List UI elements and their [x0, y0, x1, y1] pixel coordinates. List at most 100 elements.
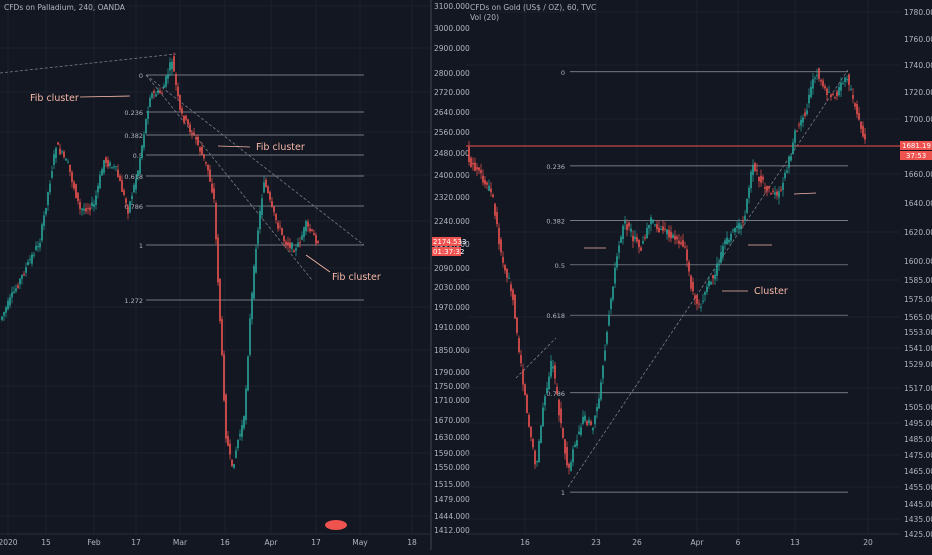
candle-body	[486, 182, 488, 185]
candle-body	[197, 136, 199, 145]
candle-body	[712, 275, 714, 279]
candle-body	[584, 415, 586, 421]
fib-label: 0.382	[124, 132, 143, 140]
candle-body	[135, 178, 137, 190]
candle-body	[490, 188, 492, 193]
candle-body	[770, 193, 772, 195]
candle-body	[494, 203, 496, 216]
candle-body	[157, 90, 159, 94]
candle-body	[604, 350, 606, 361]
candle-body	[692, 281, 694, 292]
candle-body	[299, 241, 301, 243]
y-tick-label: 1910.000	[434, 323, 470, 332]
y-tick-label: 1590.000	[434, 449, 470, 458]
fib-label: 0.786	[546, 390, 565, 398]
candle-body	[311, 229, 313, 231]
candle-body	[129, 201, 131, 213]
candle-body	[518, 338, 520, 352]
gold-panel[interactable]: 1780.001760.001740.001720.001700.001680.…	[466, 0, 932, 547]
candle-body	[155, 94, 157, 97]
candle-body	[542, 407, 544, 427]
candle-body	[127, 206, 129, 214]
candle-body	[241, 425, 243, 437]
candle-body	[141, 145, 143, 158]
y-tick-label: 1479.000	[434, 495, 470, 504]
candle-body	[101, 169, 103, 176]
candle-body	[73, 181, 75, 189]
candle-body	[726, 237, 728, 245]
candle-body	[608, 314, 610, 326]
candle-body	[267, 186, 269, 194]
candle-body	[183, 115, 185, 123]
candle-body	[618, 245, 620, 253]
x-tick-label: 20	[863, 538, 873, 547]
candle-body	[746, 198, 748, 213]
candle-body	[125, 198, 127, 204]
x-tick-label: Mar	[173, 538, 188, 547]
candle-body	[189, 124, 191, 133]
candle-body	[744, 215, 746, 221]
candle-body	[704, 292, 706, 295]
fib-label: 0.5	[133, 152, 143, 160]
fib-label: 0.236	[546, 163, 565, 171]
candle-body	[229, 443, 231, 455]
y-tick-label: 2560.000	[434, 128, 470, 137]
candle-body	[253, 266, 255, 299]
candle-body	[672, 234, 674, 239]
trend-line	[567, 69, 849, 488]
candle-body	[231, 459, 233, 467]
candle-body	[472, 162, 474, 165]
candle-body	[706, 286, 708, 293]
candle-body	[247, 356, 249, 391]
candle-body	[51, 171, 53, 178]
y-tick-label: 1455.00	[904, 483, 932, 492]
candle-body	[814, 77, 816, 79]
candle-body	[588, 420, 590, 424]
candle-body	[476, 167, 478, 170]
candle-body	[700, 306, 702, 308]
candle-body	[107, 160, 109, 167]
fib-label: 1	[139, 242, 143, 250]
y-tick-label: 1750.000	[434, 382, 470, 391]
candle-body	[684, 246, 686, 248]
candle-body	[193, 132, 195, 135]
candle-body	[624, 220, 626, 224]
candle-body	[800, 119, 802, 126]
candle-body	[768, 186, 770, 189]
trend-line	[515, 337, 557, 379]
candle-body	[620, 236, 622, 243]
palladium-panel[interactable]: 3100.000 3000.000 2900.000 2800.000 2720.000…	[0, 0, 470, 547]
candle-body	[173, 56, 175, 72]
countdown-tag: 37:53	[906, 152, 926, 160]
candle-body	[297, 242, 299, 247]
candle-body	[149, 97, 151, 108]
price-tag-bg	[900, 141, 932, 150]
candle-body	[77, 192, 79, 201]
candle-body	[820, 79, 822, 82]
candle-body	[115, 166, 117, 168]
candle-body	[568, 463, 570, 468]
x-tick-label: 13	[790, 538, 800, 547]
candle-body	[502, 256, 504, 263]
candle-body	[488, 185, 490, 191]
x-tick-label: 16	[520, 538, 530, 547]
candle-body	[295, 248, 297, 251]
candle-body	[808, 94, 810, 104]
candle-body	[844, 77, 846, 82]
x-tick-label: 18	[407, 538, 417, 547]
candle-body	[203, 154, 205, 159]
y-tick-label: 1517.00	[904, 384, 932, 393]
candle-body	[586, 421, 588, 425]
countdown-tag-bg	[900, 151, 932, 160]
y-tick-label: 1541.00	[904, 344, 932, 353]
chart-subtitle: Vol (20)	[470, 13, 499, 22]
candle-body	[812, 79, 814, 89]
candle-body	[131, 195, 133, 200]
candle-body	[638, 239, 640, 248]
x-tick-label: 23	[591, 538, 601, 547]
candle-body	[163, 85, 165, 89]
y-tick-label: 1620.00	[904, 228, 932, 237]
candle-body	[207, 164, 209, 171]
fib-label: 0	[139, 72, 143, 80]
fib-label: 0.382	[546, 217, 565, 225]
